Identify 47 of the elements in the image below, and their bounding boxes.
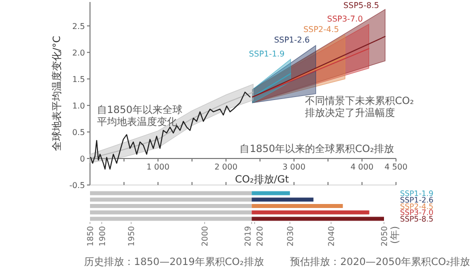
text: 2030 <box>286 226 295 246</box>
y-tick-label: -0.5 <box>69 181 85 190</box>
bar <box>90 210 252 214</box>
text: 2040 <box>327 226 336 246</box>
text: 1950 <box>127 226 136 246</box>
text: 2050 <box>380 226 389 246</box>
x-tick-label: 4 000 <box>350 162 374 172</box>
text: SSP1-1.9 <box>248 49 285 58</box>
y-tick-label: 0 <box>80 154 85 164</box>
x-tick-label: 2 000 <box>214 162 238 172</box>
x-tick-label: 4 500 <box>384 162 408 172</box>
bar <box>90 191 252 196</box>
bar <box>252 210 370 214</box>
bar <box>252 204 343 208</box>
text: 2000 <box>200 226 210 246</box>
text: 预估排放：2020—2050年累积CO₂排放 <box>290 256 470 268</box>
text: 1850 <box>86 226 95 246</box>
text: SSP5-8.5 <box>343 1 380 10</box>
text: 2019 <box>244 226 253 246</box>
bar <box>90 216 252 221</box>
y-axis-title: 全球地表平均温度变化/°C <box>51 36 63 152</box>
y-tick-label: 2.0 <box>72 48 85 58</box>
text: 历史排放：1850—2019年累积CO₂排放 <box>84 256 264 268</box>
annotation: 排放决定了升温幅度 <box>305 107 395 119</box>
text: 1900 <box>98 226 107 246</box>
bar <box>252 191 290 196</box>
x-tick-label: 3 000 <box>282 162 306 172</box>
y-tick-label: 1.0 <box>72 101 85 110</box>
text: SSP2-4.5 <box>303 24 339 34</box>
y-tick-label: 1.5 <box>72 74 85 84</box>
y-tick-label: 0.5 <box>72 128 85 137</box>
bar <box>252 216 384 221</box>
y-tick-label: 2.5 <box>72 22 85 31</box>
text: SSP3-7.0 <box>327 14 363 24</box>
annotation: 自1850年以来的全球累积CO₂排放 <box>240 143 394 155</box>
x-axis-title: CO₂排放/Gt <box>235 173 290 186</box>
line-series <box>90 92 251 170</box>
bar <box>252 198 314 202</box>
bar <box>90 204 252 208</box>
annotation: 平均地表温度变化 <box>97 116 177 128</box>
text: SSP1-2.6 <box>274 35 310 44</box>
x-tick-label: 1 000 <box>146 162 170 172</box>
annotation: 自1850年以来全球 <box>97 104 182 116</box>
text: (年) <box>389 226 401 244</box>
text: 2020 <box>256 226 265 246</box>
bar <box>90 198 252 202</box>
annotation: 不同情景下未来累积CO₂ <box>305 95 414 107</box>
